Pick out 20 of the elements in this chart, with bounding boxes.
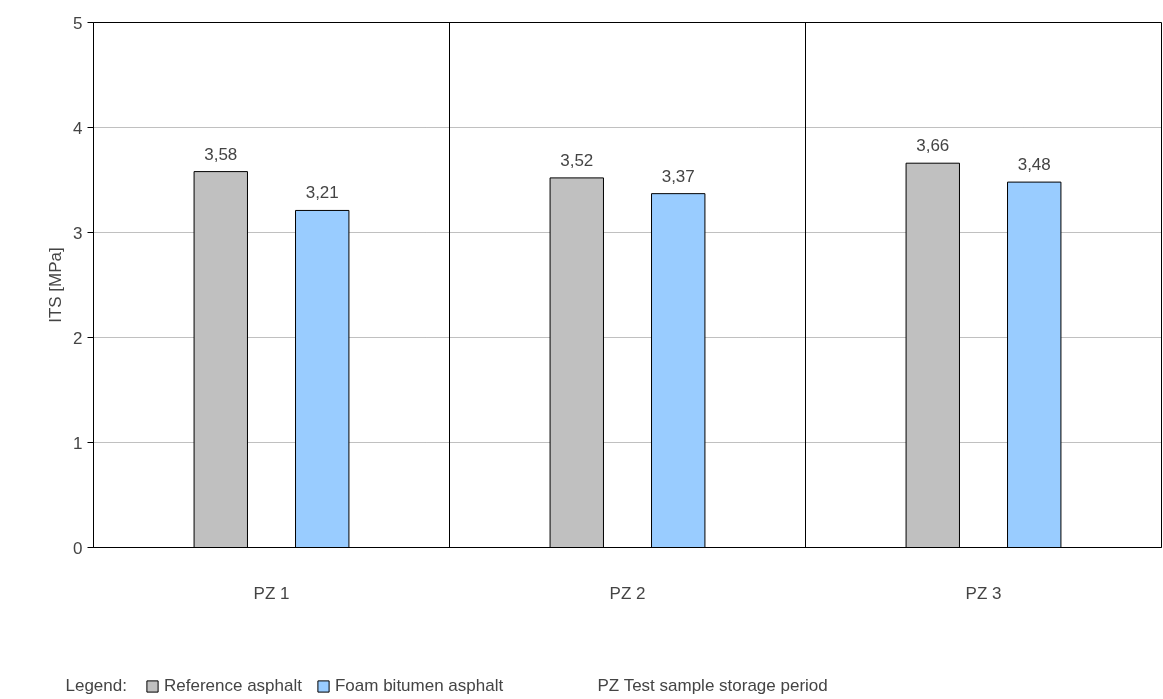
- text: PZ Test sample storage period: [597, 676, 828, 695]
- legend-label: Foam bitumen asphalt: [334, 676, 504, 696]
- data-label: 3,21: [305, 183, 339, 203]
- y-tick-label: 2: [73, 328, 83, 348]
- y-tick-label: 0: [73, 538, 83, 558]
- data-label: 3,48: [1017, 155, 1051, 175]
- legend-label: Reference asphalt: [164, 676, 302, 696]
- y-tick-label: 1: [73, 433, 83, 453]
- x-tick-label: PZ 1: [253, 583, 290, 603]
- y-tick-label: 4: [73, 118, 83, 138]
- x-tick-label: PZ 2: [609, 583, 646, 603]
- y-axis-title: ITS [MPa]: [46, 247, 66, 323]
- x-tick-label: PZ 3: [965, 583, 1002, 603]
- data-label: 3,66: [916, 136, 950, 156]
- data-label: 3,37: [661, 166, 695, 186]
- y-tick-label: 3: [73, 223, 83, 243]
- y-tick-label: 5: [73, 13, 83, 33]
- legend-title: Legend:: [65, 676, 127, 695]
- data-label: 3,52: [560, 150, 594, 170]
- data-label: 3,58: [204, 144, 238, 164]
